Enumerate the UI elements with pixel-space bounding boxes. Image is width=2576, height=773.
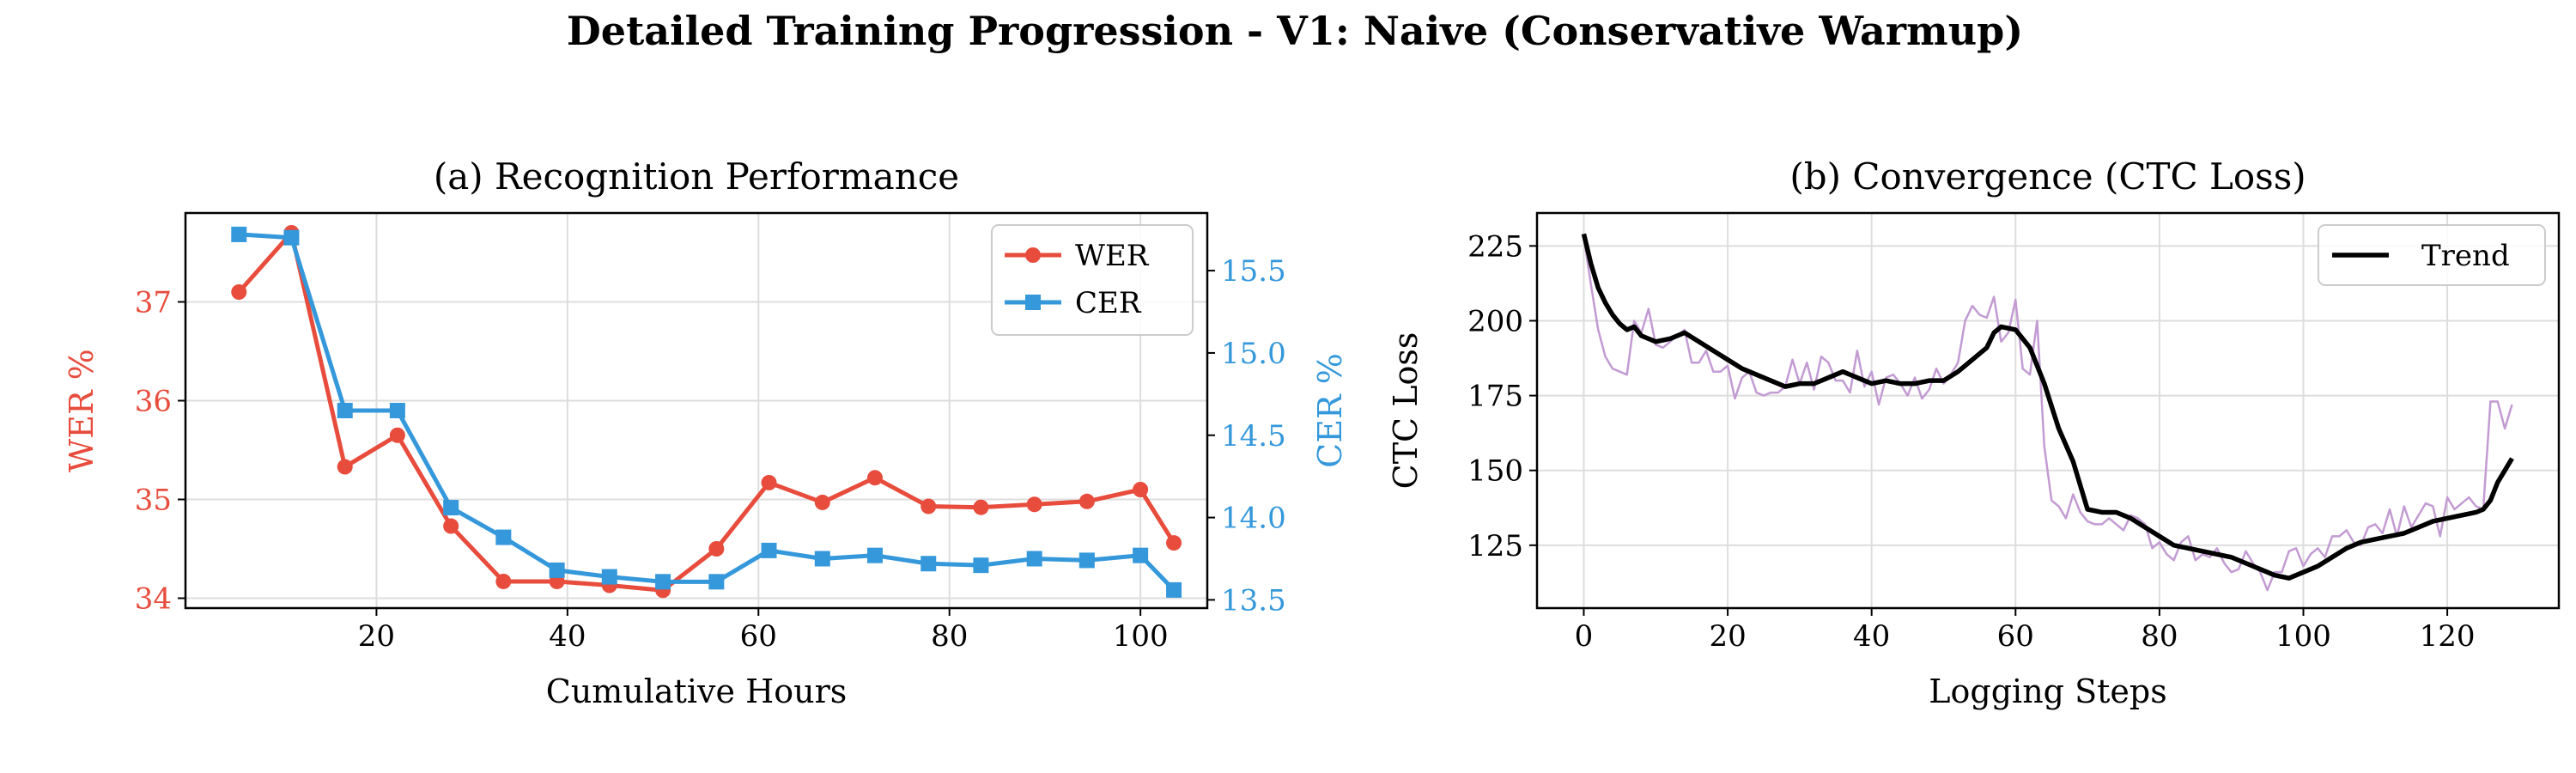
chart-b-ylabel: CTC Loss xyxy=(1387,332,1425,490)
data-point-wer xyxy=(337,460,353,475)
data-point-cer xyxy=(231,227,246,242)
data-point-wer xyxy=(1133,482,1148,497)
figure: Detailed Training Progression - V1: Naiv… xyxy=(0,0,2576,773)
y-tick-label-wer: 37 xyxy=(135,286,172,320)
chart-a-ylabel-wer: WER % xyxy=(63,349,100,472)
data-point-cer xyxy=(815,551,830,567)
chart-a-xlabel: Cumulative Hours xyxy=(546,673,847,710)
y-tick-label: 225 xyxy=(1467,229,1523,264)
y-tick-label-cer: 15.0 xyxy=(1221,337,1286,371)
y-tick-label-wer: 35 xyxy=(135,484,172,518)
data-point-wer xyxy=(1027,496,1042,512)
data-point-cer xyxy=(495,530,511,545)
data-point-wer xyxy=(495,574,511,589)
data-point-wer xyxy=(1079,494,1095,509)
data-point-cer xyxy=(867,548,883,563)
y-tick-label: 125 xyxy=(1467,529,1523,563)
data-point-cer xyxy=(1166,582,1182,598)
y-tick-label: 200 xyxy=(1467,304,1523,338)
x-tick-label: 60 xyxy=(740,619,777,654)
x-tick-label: 80 xyxy=(2141,619,2178,654)
y-tick-label-cer: 14.5 xyxy=(1221,419,1286,453)
data-point-wer xyxy=(390,428,405,443)
y-tick-label: 150 xyxy=(1467,454,1523,489)
data-point-cer xyxy=(708,574,724,589)
x-tick-label: 80 xyxy=(931,619,968,654)
series-line-raw-loss xyxy=(1583,237,2512,590)
x-tick-label: 20 xyxy=(1709,619,1746,654)
data-point-cer xyxy=(390,403,405,418)
data-point-wer xyxy=(867,470,883,485)
data-point-cer xyxy=(1133,548,1148,563)
data-point-cer xyxy=(1027,551,1042,567)
chart-b-title: (b) Convergence (CTC Loss) xyxy=(1789,155,2306,198)
data-point-wer xyxy=(231,284,246,300)
data-point-cer xyxy=(602,569,617,585)
data-point-wer xyxy=(1166,535,1182,551)
data-point-cer xyxy=(655,574,671,589)
chart-b-legend: Trend xyxy=(2318,225,2545,285)
data-point-cer xyxy=(550,563,565,578)
chart-a-title: (a) Recognition Performance xyxy=(434,155,959,198)
y-tick-label: 175 xyxy=(1467,380,1523,414)
x-tick-label: 20 xyxy=(358,619,395,654)
y-tick-label-cer: 15.5 xyxy=(1221,254,1286,289)
data-point-wer xyxy=(708,541,724,557)
data-point-cer xyxy=(283,230,299,246)
x-tick-label: 100 xyxy=(2275,619,2331,654)
data-point-cer xyxy=(337,403,353,418)
x-tick-label: 100 xyxy=(1113,619,1169,654)
x-tick-label: 60 xyxy=(1997,619,2034,654)
x-tick-label: 0 xyxy=(1575,619,1594,654)
y-tick-label-cer: 14.0 xyxy=(1221,502,1286,536)
legend-label-wer: WER xyxy=(1075,239,1150,273)
data-point-wer xyxy=(443,519,459,534)
y-tick-label-wer: 36 xyxy=(135,385,172,419)
legend-label-trend: Trend xyxy=(2421,239,2510,273)
legend-marker-cer xyxy=(1025,295,1041,310)
data-point-wer xyxy=(815,495,830,510)
data-point-cer xyxy=(443,500,459,515)
y-tick-label-wer: 34 xyxy=(135,582,172,617)
chart-b-xlabel: Logging Steps xyxy=(1929,673,2166,710)
chart-convergence-ctc-loss: (b) Convergence (CTC Loss) Logging Steps… xyxy=(1387,155,2559,710)
data-point-cer xyxy=(762,543,777,558)
chart-recognition-performance: (a) Recognition Performance Cumulative H… xyxy=(63,155,1349,710)
data-point-cer xyxy=(973,557,988,573)
x-tick-label: 120 xyxy=(2420,619,2476,654)
data-point-cer xyxy=(920,556,936,571)
chart-a-legend: WER CER xyxy=(992,225,1193,335)
chart-a-ylabel-cer: CER % xyxy=(1311,353,1349,468)
figure-title: Detailed Training Progression - V1: Naiv… xyxy=(567,8,2023,54)
legend-label-cer: CER xyxy=(1075,286,1142,320)
y-tick-label-cer: 13.5 xyxy=(1221,583,1286,618)
data-point-wer xyxy=(920,499,936,514)
legend-marker-wer xyxy=(1025,247,1041,263)
x-tick-label: 40 xyxy=(1853,619,1890,654)
data-point-cer xyxy=(1079,552,1095,568)
data-point-wer xyxy=(762,475,777,490)
data-point-wer xyxy=(973,500,988,515)
x-tick-label: 40 xyxy=(549,619,586,654)
